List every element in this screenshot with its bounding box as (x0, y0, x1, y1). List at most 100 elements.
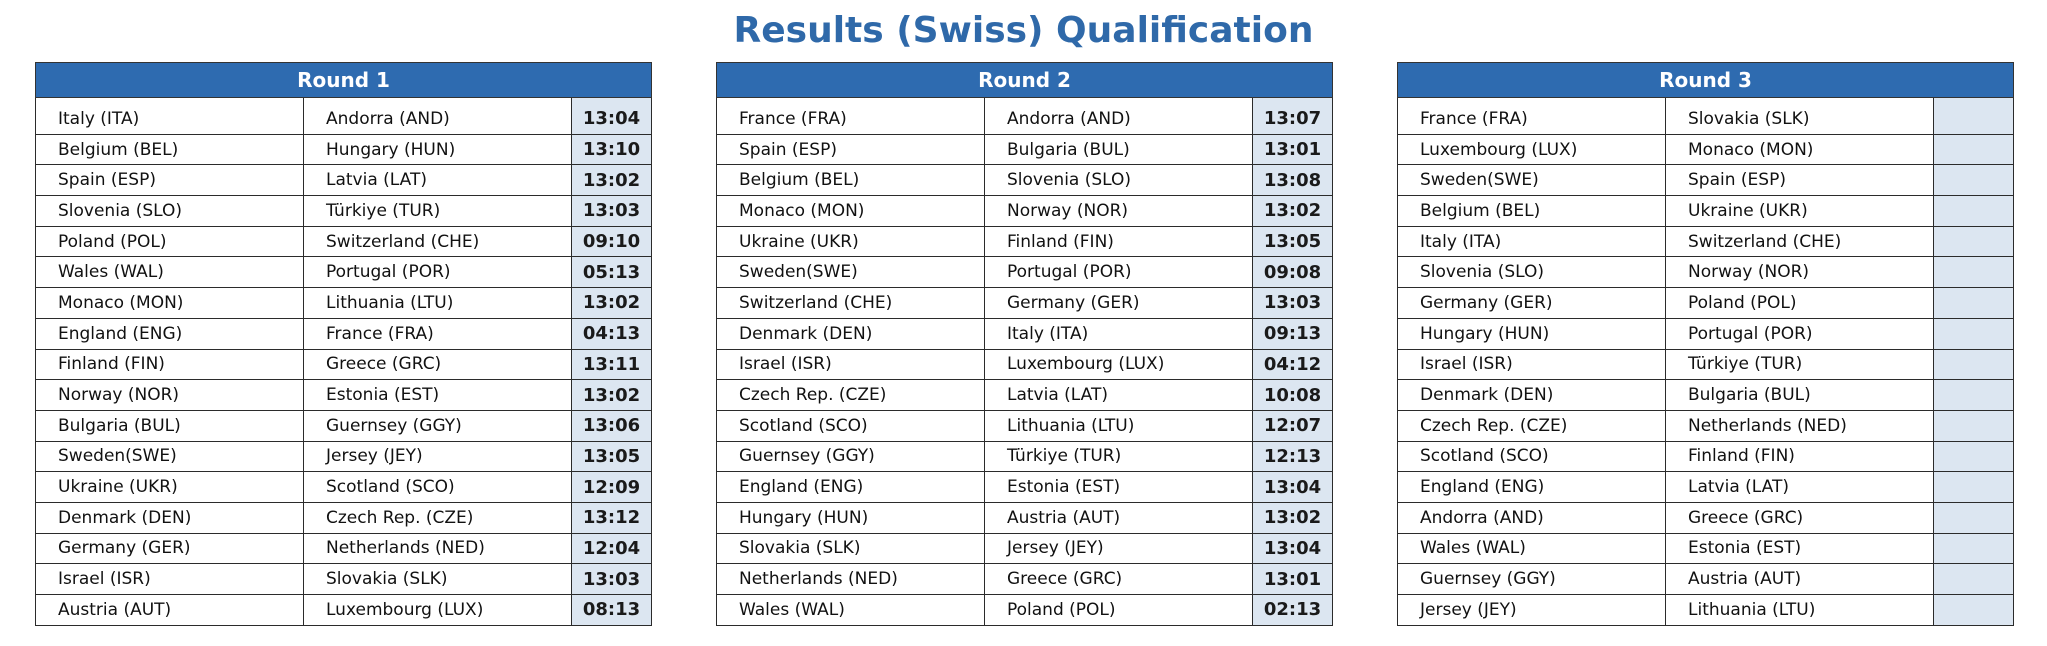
home-team-cell: Ukraine (UKR) (35, 471, 304, 503)
away-team-cell: Slovenia (SLO) (984, 164, 1253, 197)
score-cell: 13:02 (1251, 501, 1334, 534)
score-cell: 12:13 (1251, 440, 1334, 473)
score-cell: 13:07 (1251, 97, 1334, 135)
home-team-cell: Netherlands (NED) (716, 563, 985, 595)
match-row: Andorra (AND) Greece (GRC) (1397, 501, 2015, 534)
away-team-cell: Jersey (JEY) (984, 532, 1253, 565)
home-team-cell: Germany (GER) (35, 532, 304, 565)
score-cell: 05:13 (570, 256, 653, 289)
score-cell: 13:03 (570, 563, 653, 595)
round-header: Round 3 (1396, 62, 2015, 98)
match-list: France (FRA) Andorra (AND) 13:07 Spain (ESP… (716, 97, 1334, 626)
away-team-cell: Andorra (AND) (303, 97, 572, 135)
match-row: Belgium (BEL) Ukraine (UKR) (1397, 195, 2015, 227)
match-row: Netherlands (NED) Greece (GRC) 13:01 (716, 563, 1334, 595)
home-team-cell: Germany (GER) (1397, 287, 1666, 319)
score-cell (1932, 594, 2015, 626)
score-cell (1932, 501, 2015, 534)
page-title: Results (Swiss) Qualification (733, 10, 1314, 51)
away-team-cell: Norway (NOR) (1665, 256, 1934, 289)
match-row: Wales (WAL) Estonia (EST) (1397, 532, 2015, 565)
match-row: Denmark (DEN) Czech Rep. (CZE) 13:12 (35, 501, 653, 534)
match-row: Israel (ISR) Luxembourg (LUX) 04:12 (716, 348, 1334, 381)
away-team-cell: Hungary (HUN) (303, 133, 572, 166)
score-cell: 09:10 (570, 225, 653, 258)
round-header: Round 1 (34, 62, 653, 98)
home-team-cell: Czech Rep. (CZE) (1397, 409, 1666, 442)
home-team-cell: Austria (AUT) (35, 594, 304, 626)
match-row: Spain (ESP) Latvia (LAT) 13:02 (35, 164, 653, 197)
home-team-cell: Denmark (DEN) (35, 501, 304, 534)
home-team-cell: Hungary (HUN) (716, 501, 985, 534)
score-cell: 08:13 (570, 594, 653, 626)
score-cell: 13:02 (570, 164, 653, 197)
home-team-cell: Belgium (BEL) (35, 133, 304, 166)
away-team-cell: Portugal (POR) (984, 256, 1253, 289)
home-team-cell: England (ENG) (1397, 471, 1666, 503)
match-row: Ukraine (UKR) Scotland (SCO) 12:09 (35, 471, 653, 503)
away-team-cell: Finland (FIN) (984, 225, 1253, 258)
score-cell: 09:13 (1251, 317, 1334, 350)
home-team-cell: Slovakia (SLK) (716, 532, 985, 565)
away-team-cell: Lithuania (LTU) (303, 287, 572, 319)
score-cell: 10:08 (1251, 379, 1334, 411)
score-cell: 12:09 (570, 471, 653, 503)
score-cell (1932, 532, 2015, 565)
away-team-cell: Latvia (LAT) (1665, 471, 1934, 503)
score-cell: 12:07 (1251, 409, 1334, 442)
match-row: Denmark (DEN) Bulgaria (BUL) (1397, 379, 2015, 411)
home-team-cell: Andorra (AND) (1397, 501, 1666, 534)
score-cell: 13:05 (570, 440, 653, 473)
round-3-table: Round 3 France (FRA) Slovakia (SLK) Luxemb… (1396, 62, 2015, 626)
match-row: Monaco (MON) Lithuania (LTU) 13:02 (35, 287, 653, 319)
away-team-cell: Lithuania (LTU) (1665, 594, 1934, 626)
round-header-row: Round 1 (34, 62, 653, 98)
home-team-cell: Hungary (HUN) (1397, 317, 1666, 350)
match-row: Switzerland (CHE) Germany (GER) 13:03 (716, 287, 1334, 319)
round-1-table: Round 1 Italy (ITA) Andorra (AND) 13:04 Bel… (34, 62, 653, 626)
score-cell: 13:11 (570, 348, 653, 381)
score-cell: 13:03 (570, 195, 653, 227)
home-team-cell: Belgium (BEL) (1397, 195, 1666, 227)
home-team-cell: Denmark (DEN) (716, 317, 985, 350)
match-row: Sweden(SWE) Jersey (JEY) 13:05 (35, 440, 653, 473)
away-team-cell: Lithuania (LTU) (984, 409, 1253, 442)
match-row: Belgium (BEL) Slovenia (SLO) 13:08 (716, 164, 1334, 197)
home-team-cell: Guernsey (GGY) (716, 440, 985, 473)
round-header-row: Round 2 (715, 62, 1334, 98)
home-team-cell: Bulgaria (BUL) (35, 409, 304, 442)
away-team-cell: Ukraine (UKR) (1665, 195, 1934, 227)
away-team-cell: Guernsey (GGY) (303, 409, 572, 442)
away-team-cell: France (FRA) (303, 317, 572, 350)
score-cell (1932, 256, 2015, 289)
home-team-cell: Belgium (BEL) (716, 164, 985, 197)
match-row: Finland (FIN) Greece (GRC) 13:11 (35, 348, 653, 381)
away-team-cell: Italy (ITA) (984, 317, 1253, 350)
score-cell: 13:03 (1251, 287, 1334, 319)
match-row: Denmark (DEN) Italy (ITA) 09:13 (716, 317, 1334, 350)
match-row: Spain (ESP) Bulgaria (BUL) 13:01 (716, 133, 1334, 166)
match-row: Jersey (JEY) Lithuania (LTU) (1397, 594, 2015, 626)
home-team-cell: Italy (ITA) (35, 97, 304, 135)
match-row: Czech Rep. (CZE) Latvia (LAT) 10:08 (716, 379, 1334, 411)
home-team-cell: England (ENG) (716, 471, 985, 503)
away-team-cell: Monaco (MON) (1665, 133, 1934, 166)
away-team-cell: Netherlands (NED) (303, 532, 572, 565)
away-team-cell: Jersey (JEY) (303, 440, 572, 473)
score-cell (1932, 440, 2015, 473)
match-row: Austria (AUT) Luxembourg (LUX) 08:13 (35, 594, 653, 626)
match-row: Germany (GER) Netherlands (NED) 12:04 (35, 532, 653, 565)
score-cell: 13:02 (570, 379, 653, 411)
match-row: Slovakia (SLK) Jersey (JEY) 13:04 (716, 532, 1334, 565)
match-row: Italy (ITA) Andorra (AND) 13:04 (35, 97, 653, 135)
match-row: Scotland (SCO) Lithuania (LTU) 12:07 (716, 409, 1334, 442)
away-team-cell: Spain (ESP) (1665, 164, 1934, 197)
home-team-cell: Spain (ESP) (716, 133, 985, 166)
match-row: Guernsey (GGY) Türkiye (TUR) 12:13 (716, 440, 1334, 473)
round-header: Round 2 (715, 62, 1334, 98)
score-cell: 13:06 (570, 409, 653, 442)
home-team-cell: Sweden(SWE) (35, 440, 304, 473)
home-team-cell: Wales (WAL) (716, 594, 985, 626)
home-team-cell: Finland (FIN) (35, 348, 304, 381)
score-cell: 13:08 (1251, 164, 1334, 197)
